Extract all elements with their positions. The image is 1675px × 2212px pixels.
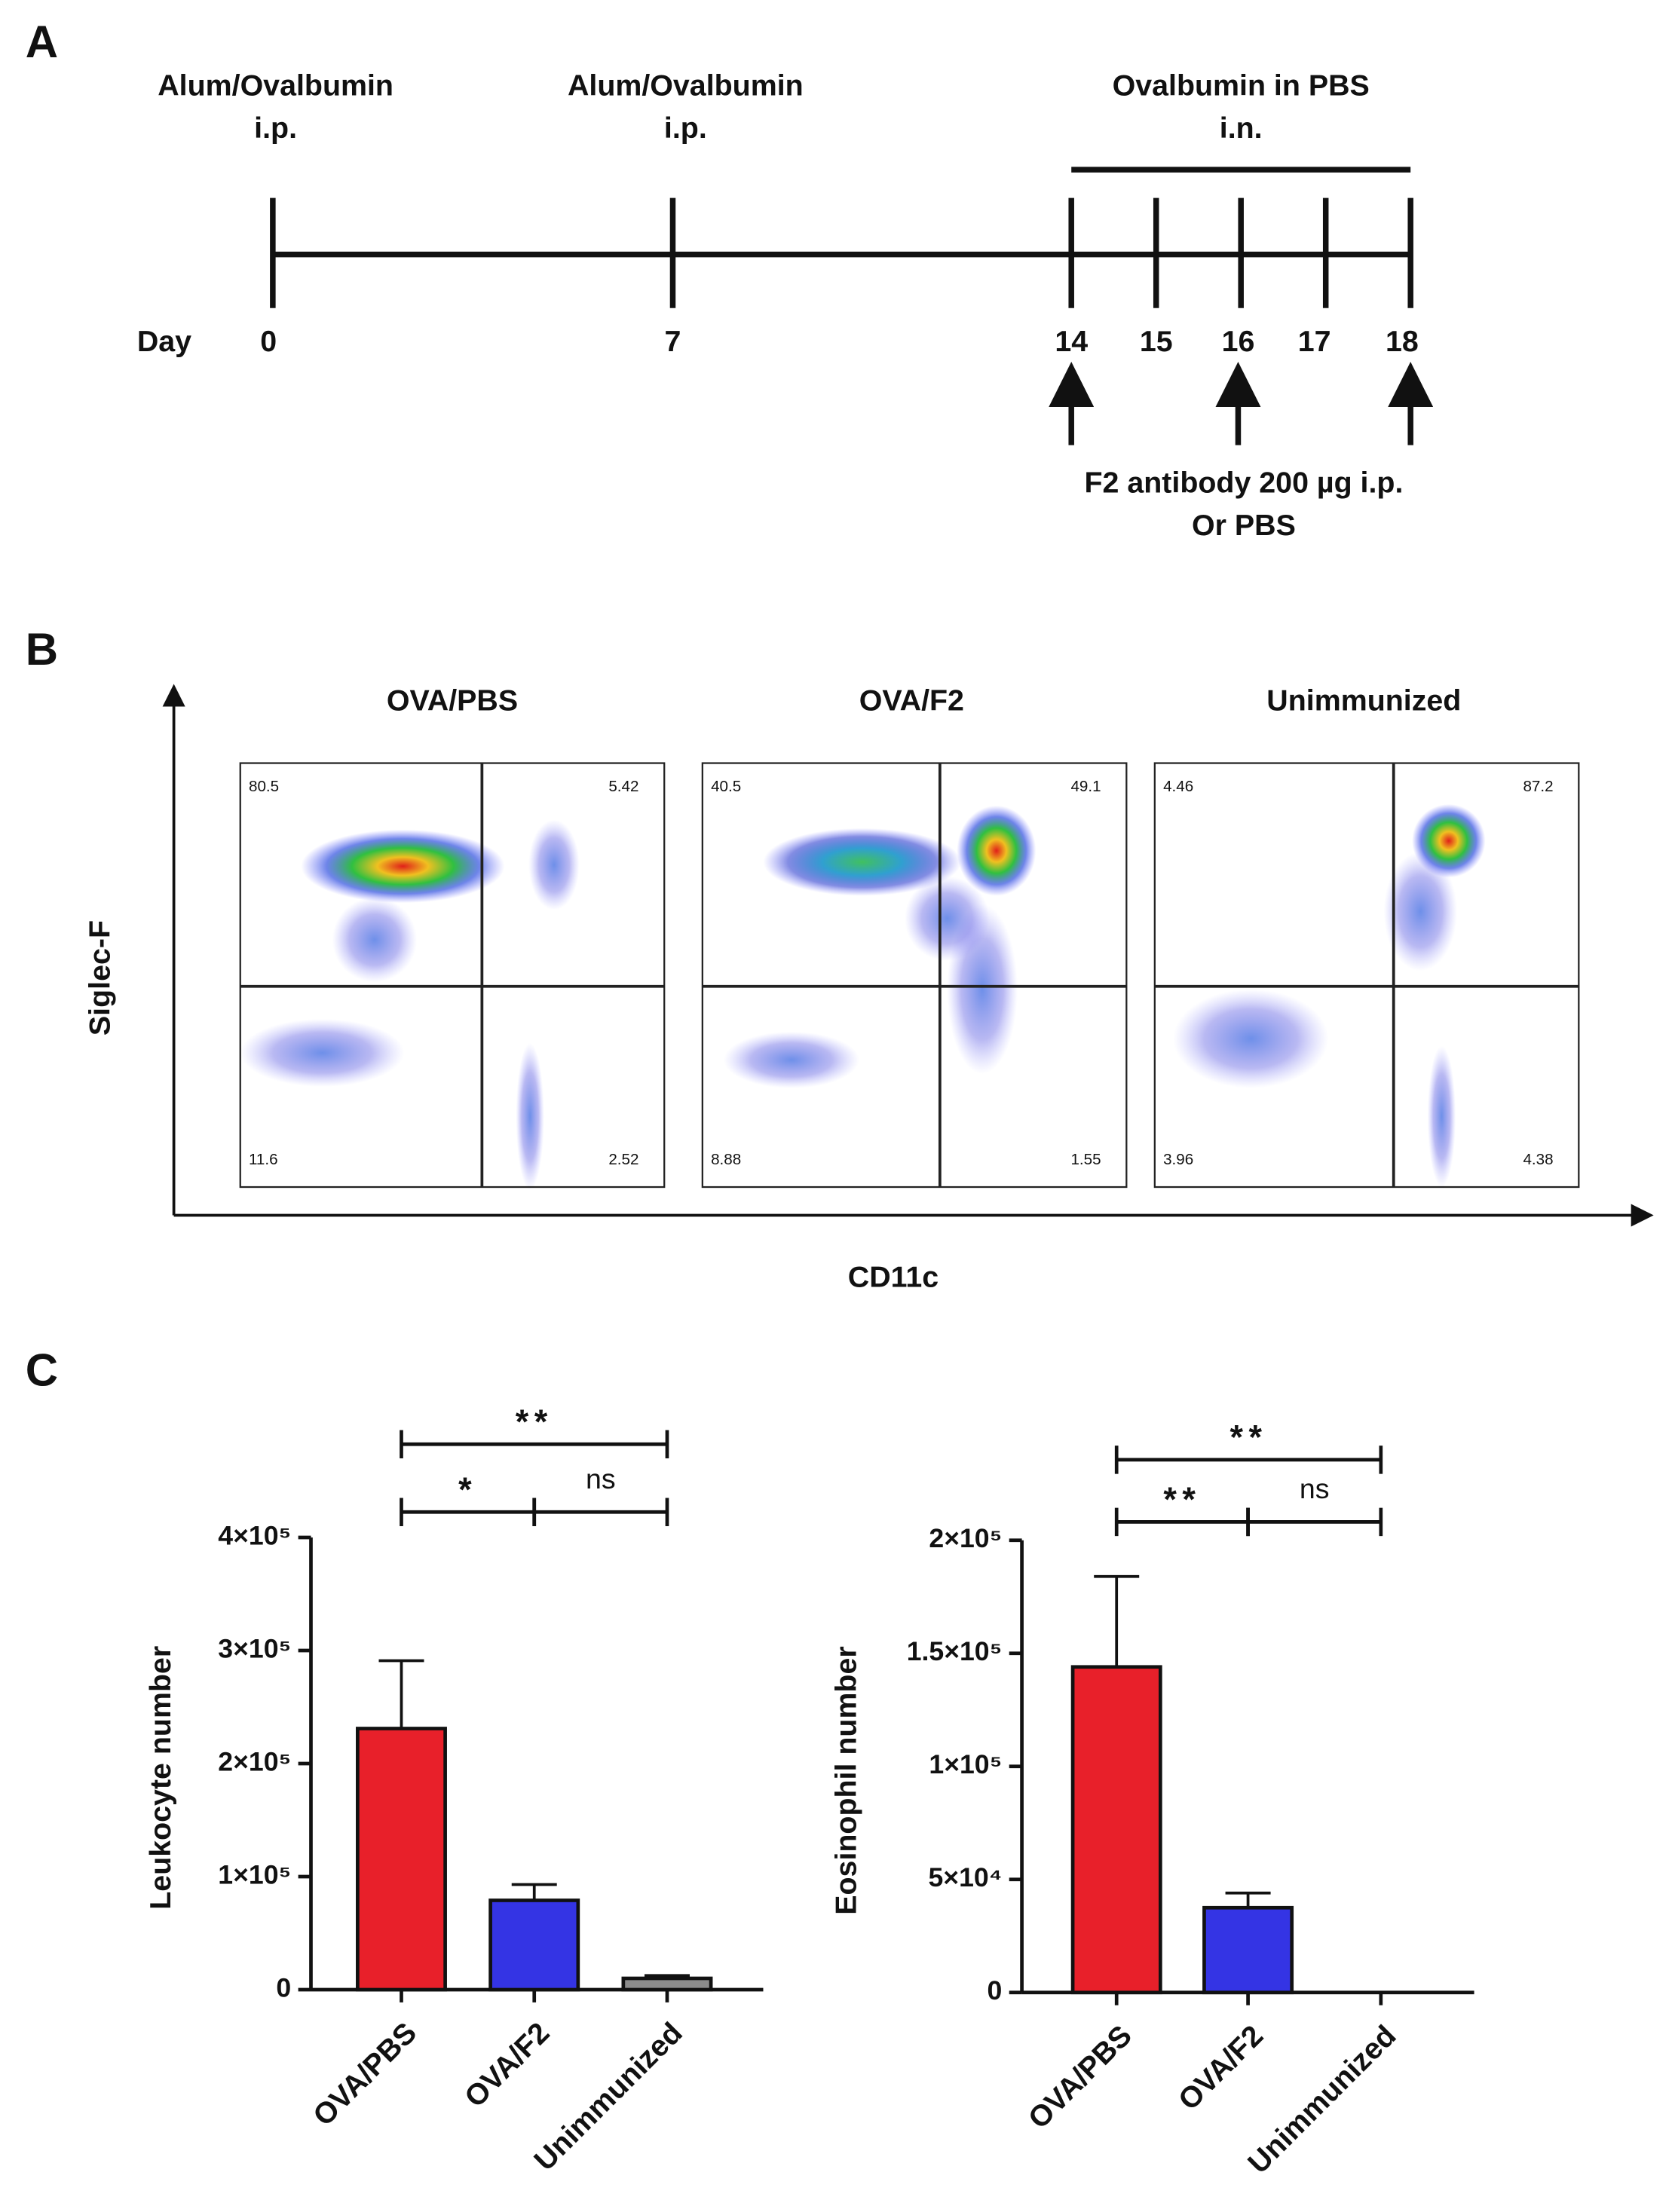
quadrant-percent: 87.2 xyxy=(1523,778,1553,795)
y-tick-label: 2×10⁵ xyxy=(929,1523,1002,1553)
x-tick-label: OVA/F2 xyxy=(1172,2019,1270,2117)
quadrant-percent: 40.5 xyxy=(711,778,741,795)
bar xyxy=(621,1976,713,1992)
plot-frame xyxy=(239,762,666,1189)
significance-label: ** xyxy=(1230,1418,1268,1457)
bar xyxy=(488,1898,580,1992)
bar xyxy=(1070,1665,1162,1995)
quadrant-percent: 11.6 xyxy=(249,1151,278,1168)
y-tick-label: 5×10⁴ xyxy=(929,1862,1003,1892)
plot-frame xyxy=(701,762,1128,1189)
y-tick-label: 0 xyxy=(988,1975,1003,2005)
event-label: i.p. xyxy=(254,112,297,145)
density-cloud xyxy=(332,897,418,983)
panel-label: C xyxy=(26,1345,58,1395)
significance-label: ns xyxy=(1300,1473,1330,1504)
bar xyxy=(356,1727,447,1992)
day: 16 xyxy=(1222,325,1255,358)
quadrant-percent: 2.52 xyxy=(608,1151,638,1168)
day: 14 xyxy=(1055,325,1088,358)
quadrant-percent: 49.1 xyxy=(1070,778,1101,795)
plot-frame xyxy=(1153,762,1580,1189)
quadrant-percent: 80.5 xyxy=(249,778,279,795)
y-tick-label: 1×10⁵ xyxy=(218,1859,291,1889)
day: 17 xyxy=(1298,325,1331,358)
y-tick-label: 1×10⁵ xyxy=(929,1749,1002,1779)
x-tick-label: OVA/F2 xyxy=(458,2016,556,2114)
density-cloud xyxy=(240,1018,405,1087)
event-label: Alum/Ovalbumin xyxy=(568,69,804,102)
density-cloud xyxy=(957,805,1037,896)
quadrant-percent: 5.42 xyxy=(608,778,638,795)
significance-label: ** xyxy=(1163,1480,1201,1519)
quadrant-percent: 3.96 xyxy=(1163,1151,1193,1168)
event-label: i.p. xyxy=(664,112,707,145)
density-cloud xyxy=(723,1031,859,1088)
density-cloud xyxy=(1173,989,1329,1088)
density-cloud xyxy=(1383,852,1458,971)
y-tick-label: 4×10⁵ xyxy=(218,1520,291,1550)
y-tick-label: 0 xyxy=(276,1972,291,2002)
density-cloud xyxy=(763,828,961,896)
event-label: Ovalbumin in PBS xyxy=(1113,69,1370,102)
panel-label: A xyxy=(26,17,58,67)
density-cloud xyxy=(904,876,990,962)
density-cloud xyxy=(516,1042,544,1190)
significance-label: ns xyxy=(586,1463,616,1495)
treatment-label: F2 antibody 200 µg i.p. xyxy=(1085,467,1404,500)
quadrant-percent: 4.46 xyxy=(1163,778,1193,795)
significance-label: * xyxy=(458,1470,477,1509)
y-tick-label: 3×10⁵ xyxy=(218,1633,291,1663)
density-cloud xyxy=(528,819,580,910)
bar xyxy=(1202,1905,1294,1995)
day: 18 xyxy=(1386,325,1419,358)
day: 0 xyxy=(260,325,277,358)
density-cloud xyxy=(1427,1045,1456,1188)
treatment-label: Or PBS xyxy=(1192,509,1296,542)
quadrant-percent: 8.88 xyxy=(711,1151,741,1168)
day-label: Day xyxy=(137,325,191,358)
panel-label: B xyxy=(26,624,58,675)
y-tick-label: 2×10⁵ xyxy=(218,1746,291,1776)
y-axis-label: Leukocyte number xyxy=(144,1646,177,1910)
plot-title: OVA/PBS xyxy=(387,684,518,717)
x-tick-label: OVA/PBS xyxy=(307,2016,423,2132)
y-tick-label: 1.5×10⁵ xyxy=(907,1636,1003,1666)
y-axis-label: Siglec-F xyxy=(83,920,116,1036)
content: A B C Alum/Ovalbumin i.p. Alum/Ovalbumin i.p. O… xyxy=(26,17,1654,2180)
y-axis-label: Eosinophil number xyxy=(829,1646,862,1914)
day: 7 xyxy=(665,325,681,358)
plot-title: OVA/F2 xyxy=(859,684,964,717)
significance-label: ** xyxy=(516,1403,553,1441)
event-label: i.n. xyxy=(1220,112,1263,145)
quadrant-percent: 1.55 xyxy=(1070,1151,1101,1168)
quadrant-percent: 4.38 xyxy=(1523,1151,1553,1168)
density-cloud xyxy=(301,829,505,904)
day: 15 xyxy=(1140,325,1173,358)
event-label: Alum/Ovalbumin xyxy=(158,69,393,102)
x-axis-label: CD11c xyxy=(848,1260,939,1293)
x-tick-label: OVA/PBS xyxy=(1022,2019,1138,2135)
plot-title: Unimmunized xyxy=(1266,684,1461,717)
